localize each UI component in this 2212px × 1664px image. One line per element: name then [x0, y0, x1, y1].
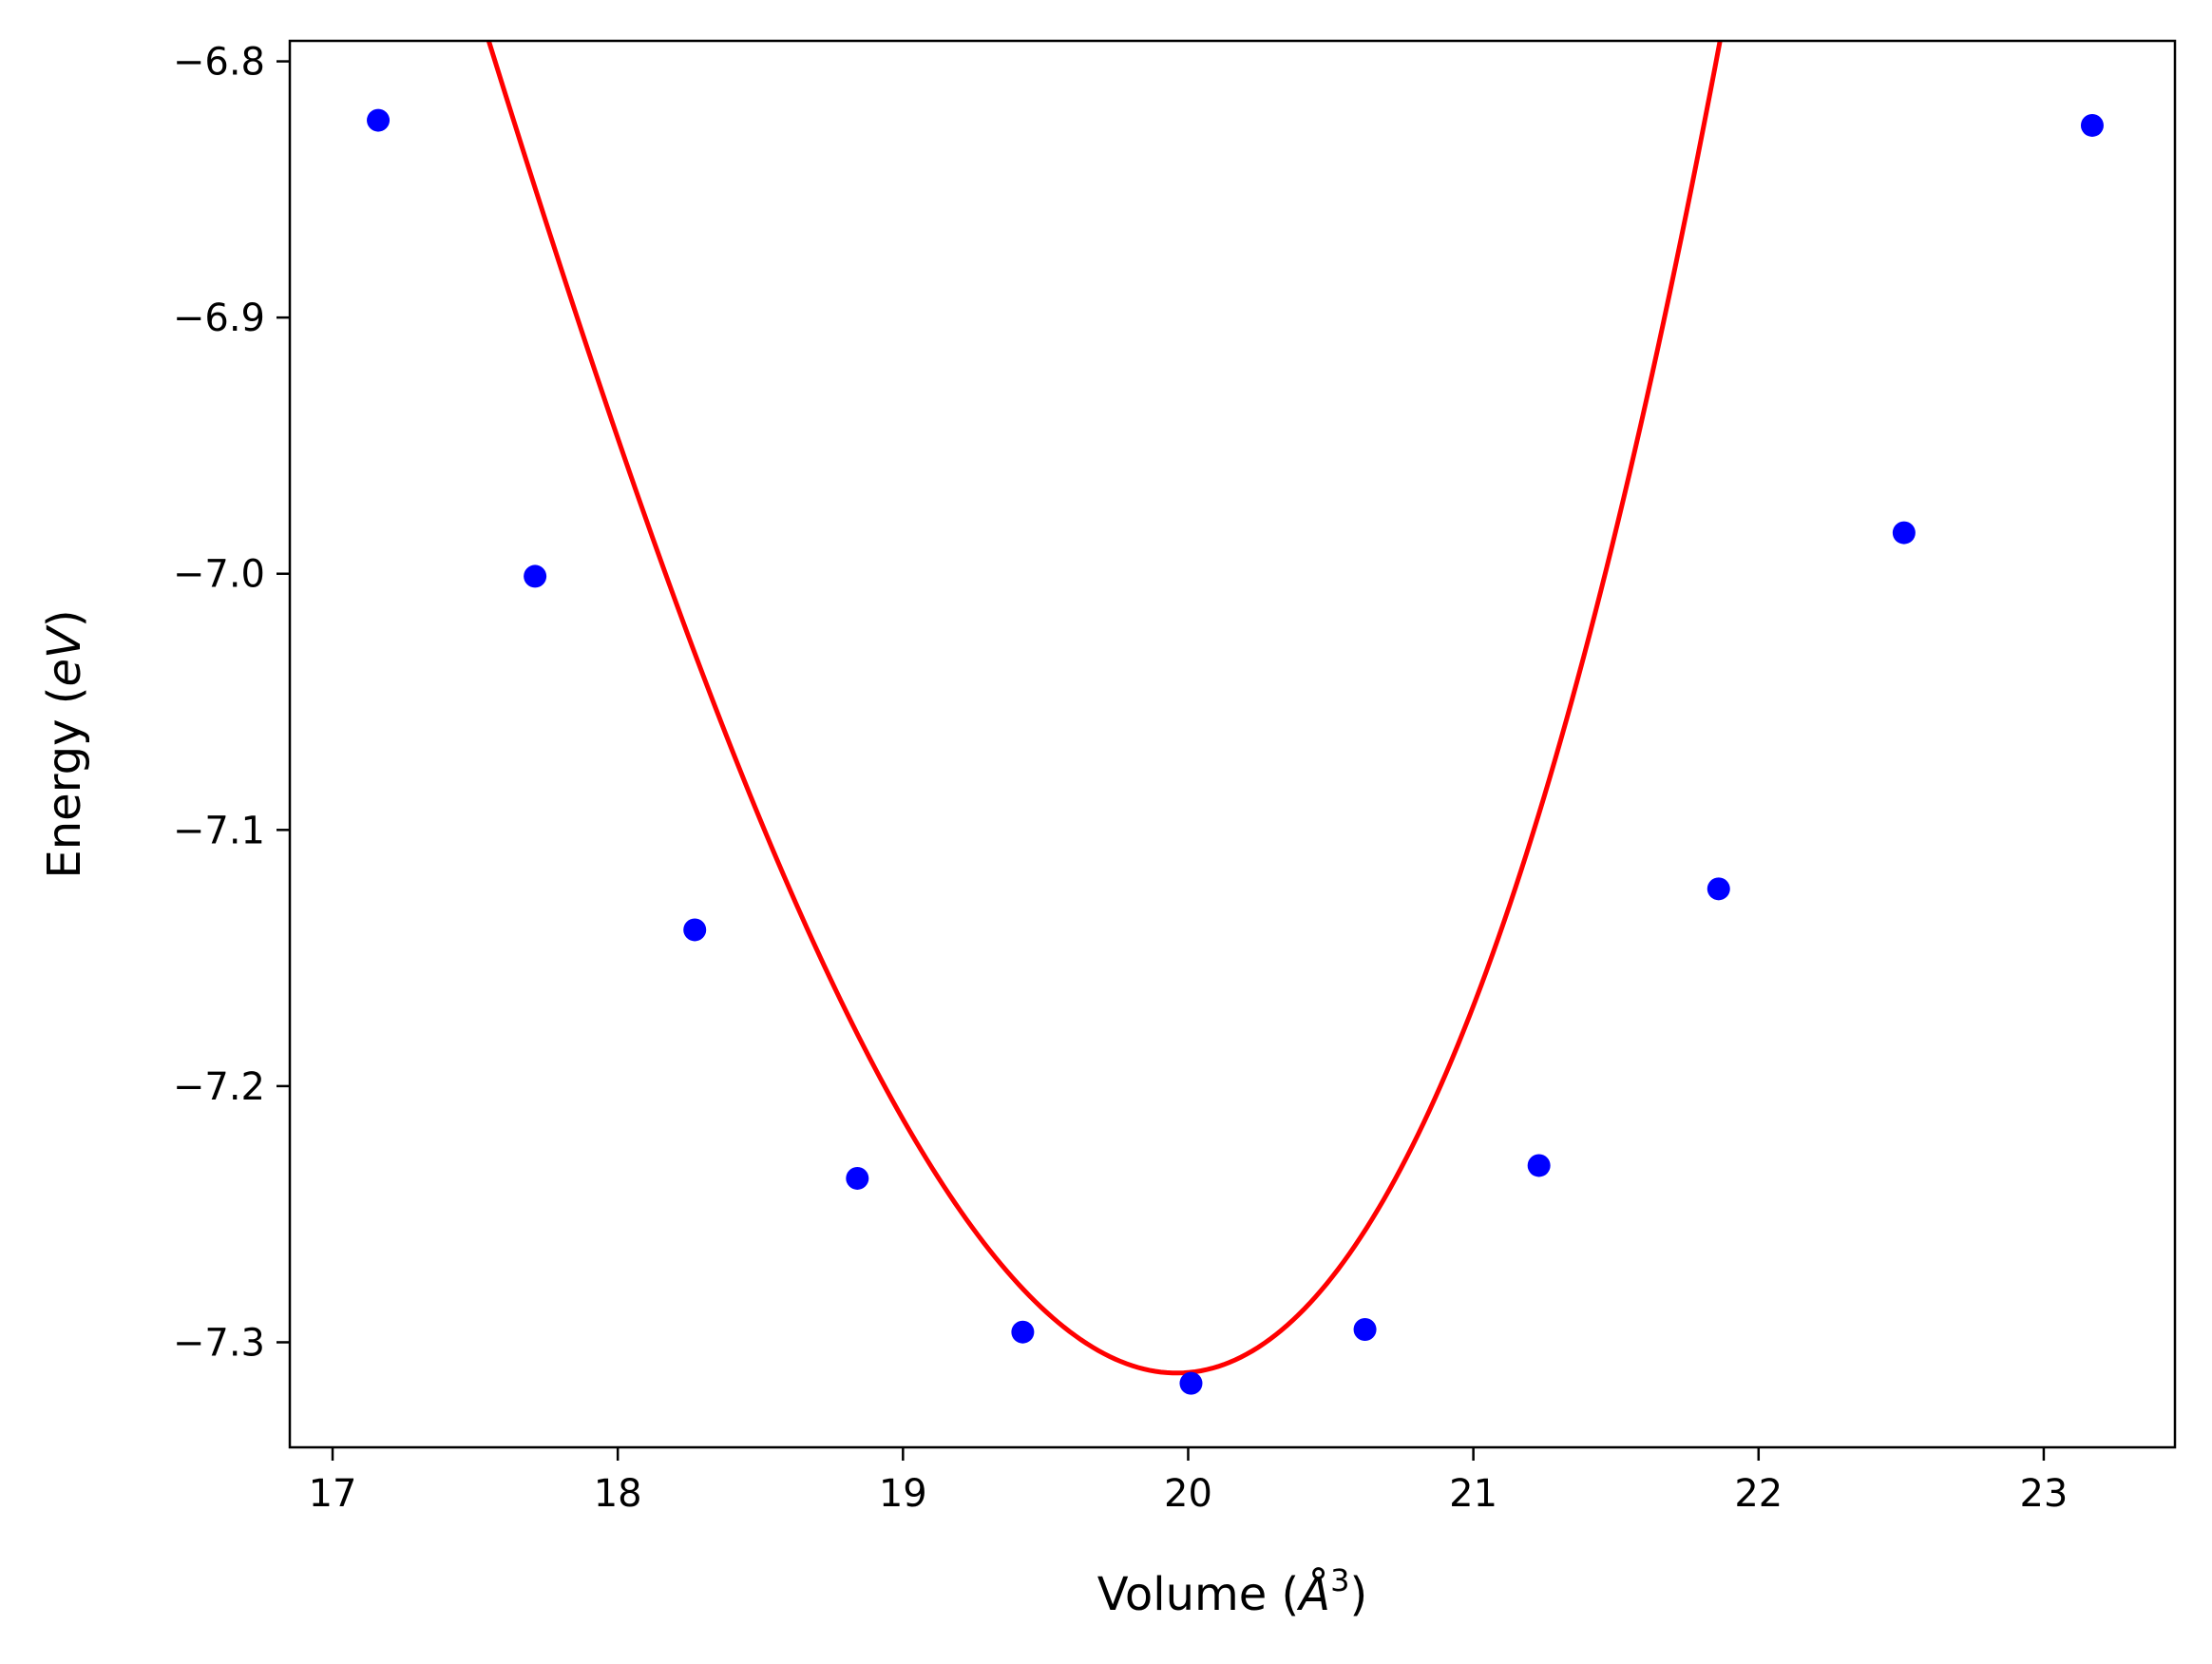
x-axis-label-sup: 3 [1330, 1562, 1349, 1598]
y-axis-label-prefix: Energy ( [38, 687, 91, 879]
x-tick-label: 22 [1734, 1472, 1783, 1516]
data-point [1707, 877, 1730, 901]
data-point [1179, 1371, 1203, 1395]
data-point [1527, 1154, 1551, 1177]
x-axis-label-prefix: Volume ( [1097, 1568, 1300, 1621]
x-tick-label: 23 [2019, 1472, 2068, 1516]
y-tick-label: −7.3 [173, 1321, 265, 1365]
y-tick-label: −6.9 [173, 296, 265, 340]
x-tick-label: 21 [1449, 1472, 1497, 1516]
data-point [1011, 1320, 1035, 1344]
x-tick-label: 20 [1164, 1472, 1212, 1516]
x-axis-label-suffix: ) [1349, 1568, 1367, 1621]
y-tick-label: −7.0 [173, 553, 265, 597]
x-axis-label-symbol: Å [1296, 1567, 1330, 1621]
data-point [683, 918, 707, 942]
y-tick-label: −7.1 [173, 809, 265, 852]
y-axis-ticks: −7.3 −7.2 −7.1 −7.0 −6.9 −6.8 [173, 41, 290, 1365]
y-axis-label-suffix: ) [38, 609, 91, 627]
x-tick-label: 19 [879, 1472, 927, 1516]
x-tick-label: 18 [594, 1472, 642, 1516]
y-axis-label-unit: eV [38, 624, 91, 687]
y-tick-label: −6.8 [173, 41, 265, 85]
data-point [367, 108, 391, 132]
data-point [846, 1166, 869, 1190]
y-axis-label: Energy (eV) [38, 609, 91, 878]
data-point [1892, 521, 1916, 545]
plot-area [367, 41, 2104, 1395]
data-point [1353, 1317, 1377, 1341]
x-axis-label: Volume (Å3) [1097, 1562, 1367, 1621]
data-point [524, 564, 547, 588]
fit-curve [486, 41, 1723, 1376]
x-tick-label: 17 [309, 1472, 357, 1516]
fit-curve-layer [486, 41, 1723, 1376]
x-axis-ticks: 17 18 19 20 21 22 23 [309, 1447, 2068, 1516]
axes-frame [288, 39, 2177, 1449]
data-point [2080, 113, 2104, 137]
y-tick-label: −7.2 [173, 1065, 265, 1109]
data-points-layer [367, 108, 2104, 1395]
